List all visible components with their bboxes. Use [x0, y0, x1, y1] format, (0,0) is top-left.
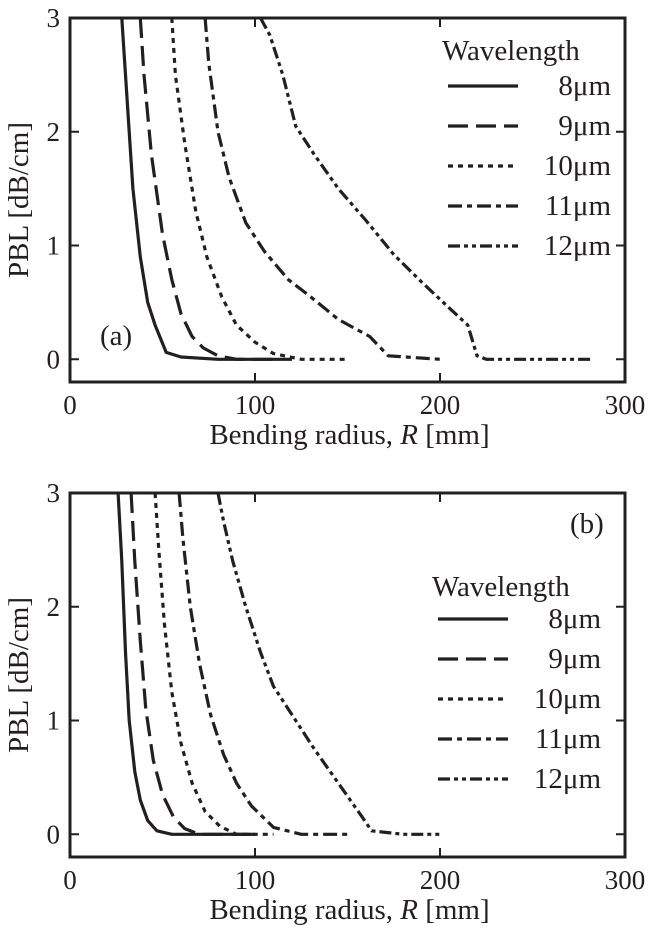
- series-line-9um: [129, 493, 255, 836]
- series-line-12um: [216, 493, 440, 836]
- x-tick-label: 200: [420, 390, 461, 420]
- plot-frame: [68, 16, 627, 384]
- series-line-10um: [153, 493, 274, 836]
- y-tick-label: 3: [47, 478, 61, 508]
- series-line-11um: [177, 493, 348, 836]
- x-tick-label: 300: [605, 865, 646, 895]
- y-tick-label: 3: [47, 3, 61, 33]
- y-tick-label: 2: [47, 592, 61, 622]
- chart-panel-a: 0 100 200 300 0 1 2 3 Bending radius, R [mm] PBL …: [3, 3, 645, 451]
- legend-entry-label: 11μm: [545, 190, 611, 222]
- series-line-12um: [259, 18, 592, 361]
- x-axis-label: Bending radius, R [mm]: [209, 894, 489, 926]
- legend-title: Wavelength: [432, 571, 570, 603]
- y-tick-label: 0: [47, 819, 61, 849]
- x-tick-label: 0: [63, 390, 77, 420]
- y-tick-label: 0: [47, 344, 61, 374]
- panel-label: (b): [570, 508, 604, 540]
- legend-entry-label: 10μm: [544, 150, 612, 182]
- legend-entry-label: 12μm: [544, 230, 612, 262]
- y-axis-label: PBL [dB/cm]: [3, 122, 35, 278]
- legend-title: Wavelength: [442, 35, 580, 67]
- y-tick-label: 1: [47, 231, 61, 261]
- x-tick-label: 0: [63, 865, 77, 895]
- legend-entry-label: 12μm: [534, 763, 602, 795]
- legend-entry-label: 9μm: [548, 643, 601, 675]
- legend-entry-label: 11μm: [535, 723, 601, 755]
- series-line-8um: [120, 18, 292, 361]
- plot-frame: [68, 491, 627, 859]
- x-tick-label: 100: [235, 390, 276, 420]
- y-tick-label: 2: [47, 117, 61, 147]
- y-tick-label: 1: [47, 706, 61, 736]
- x-tick-label: 100: [235, 865, 276, 895]
- series-line-11um: [203, 18, 441, 361]
- series-line-10um: [170, 18, 348, 361]
- chart-panel-b: 0 100 200 300 0 1 2 3 Bending radius, R [mm] PBL …: [3, 478, 645, 926]
- x-tick-label: 300: [605, 390, 646, 420]
- series-line-8um: [116, 493, 255, 836]
- legend-entry-label: 8μm: [558, 70, 611, 102]
- panel-label: (a): [100, 320, 132, 352]
- x-tick-label: 200: [420, 865, 461, 895]
- y-axis-label: PBL [dB/cm]: [3, 597, 35, 753]
- legend-entry-label: 10μm: [534, 683, 602, 715]
- legend-entry-label: 8μm: [548, 603, 601, 635]
- series-line-9um: [138, 18, 274, 361]
- legend-entry-label: 9μm: [558, 110, 611, 142]
- x-axis-label: Bending radius, R [mm]: [209, 419, 489, 451]
